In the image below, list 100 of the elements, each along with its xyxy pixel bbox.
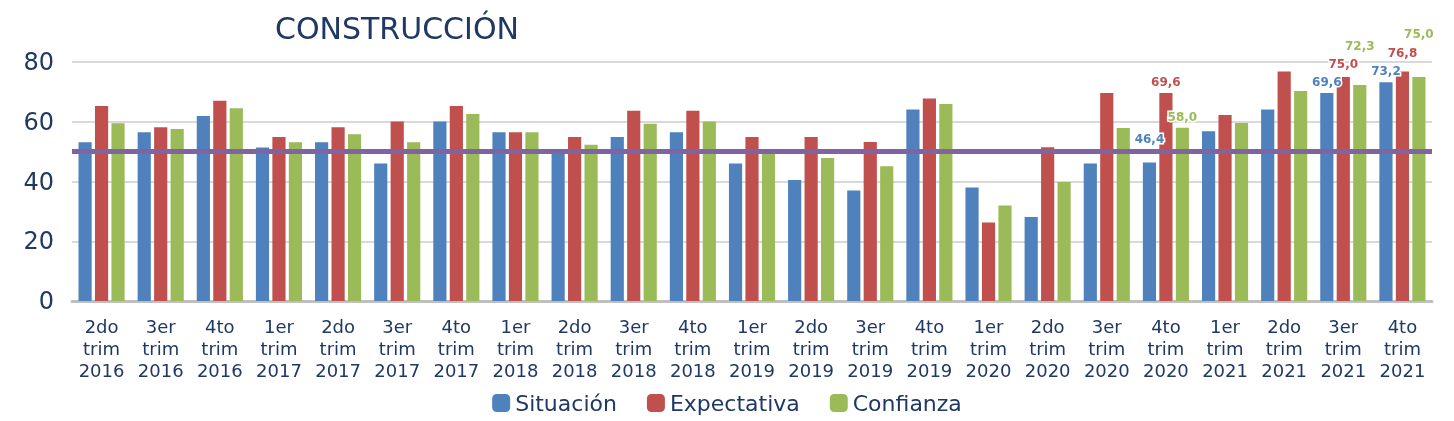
x-tick-label: 1er trim 2021 bbox=[1202, 315, 1248, 381]
bar bbox=[965, 187, 979, 301]
bar bbox=[1083, 163, 1097, 301]
bar bbox=[433, 121, 447, 301]
bar bbox=[1175, 127, 1189, 301]
x-tick-label: 3er trim 2016 bbox=[137, 315, 184, 381]
bar bbox=[213, 100, 227, 301]
bar bbox=[1116, 128, 1130, 301]
x-tick-label: 3er trim 2018 bbox=[610, 315, 657, 381]
bar bbox=[466, 113, 480, 301]
bar bbox=[229, 108, 243, 301]
x-tick-label: 4to trim 2018 bbox=[669, 315, 716, 381]
bar bbox=[508, 132, 523, 301]
data-label: 75,0 bbox=[1404, 26, 1434, 41]
data-label: 75,0 bbox=[1328, 56, 1359, 71]
bar bbox=[1412, 76, 1426, 301]
x-tick-label: 4to trim 2020 bbox=[1143, 315, 1189, 381]
bar bbox=[1379, 82, 1393, 301]
bar bbox=[981, 222, 996, 301]
x-tick-label: 2do trim 2020 bbox=[1024, 315, 1071, 381]
bar bbox=[94, 105, 109, 301]
bar bbox=[1201, 131, 1216, 301]
legend-label: Situación bbox=[515, 390, 617, 416]
x-tick-label: 2do trim 2019 bbox=[788, 315, 835, 381]
bar bbox=[196, 116, 210, 301]
bar bbox=[347, 134, 362, 301]
x-tick-label: 3er trim 2019 bbox=[847, 315, 894, 381]
bar bbox=[1218, 114, 1232, 301]
y-tick-label: 40 bbox=[23, 167, 54, 196]
x-tick-label: 2do trim 2016 bbox=[78, 315, 125, 381]
bar bbox=[568, 136, 582, 301]
x-tick-label: 2do trim 2021 bbox=[1261, 315, 1308, 381]
bar bbox=[1294, 90, 1308, 301]
x-tick-label: 1er trim 2020 bbox=[965, 315, 1012, 381]
legend-label: Expectativa bbox=[669, 390, 800, 416]
y-tick-label: 0 bbox=[38, 287, 54, 315]
bar bbox=[1261, 109, 1275, 301]
bar bbox=[939, 104, 953, 301]
x-tick-label: 1er trim 2018 bbox=[492, 315, 539, 381]
y-tick-label: 20 bbox=[23, 227, 54, 256]
bar bbox=[1041, 147, 1055, 301]
bar bbox=[1142, 162, 1157, 301]
bar bbox=[728, 163, 743, 301]
bar bbox=[998, 205, 1012, 301]
bar bbox=[525, 132, 539, 301]
x-tick-label: 4to trim 2017 bbox=[433, 315, 480, 381]
bar bbox=[627, 110, 641, 301]
data-label: 76,8 bbox=[1387, 45, 1418, 60]
data-label: 73,2 bbox=[1371, 64, 1401, 79]
x-tick-label: 2do trim 2017 bbox=[315, 315, 361, 381]
y-tick-label: 80 bbox=[23, 48, 54, 76]
x-tick-label: 4to trim 2021 bbox=[1379, 315, 1426, 381]
bar bbox=[761, 153, 776, 301]
x-tick-label: 3er trim 2020 bbox=[1083, 315, 1130, 381]
bar bbox=[1024, 217, 1038, 301]
bar bbox=[804, 136, 818, 301]
x-tick-label: 2do trim 2018 bbox=[551, 315, 598, 381]
bar bbox=[272, 136, 286, 301]
x-tick-label: 3er trim 2021 bbox=[1320, 315, 1367, 381]
bar bbox=[78, 142, 92, 301]
bar bbox=[331, 127, 345, 301]
bar bbox=[702, 121, 716, 301]
x-tick-label: 1er trim 2019 bbox=[729, 315, 775, 381]
bar bbox=[1100, 93, 1114, 301]
bar bbox=[407, 142, 421, 301]
bar bbox=[1057, 182, 1071, 301]
x-tick-label: 4to trim 2016 bbox=[196, 315, 243, 381]
bar bbox=[584, 144, 598, 301]
legend-label: Confianza bbox=[852, 390, 962, 416]
bar bbox=[863, 142, 877, 301]
bar bbox=[390, 121, 404, 301]
x-tick-label: 3er trim 2017 bbox=[374, 315, 421, 381]
bar bbox=[610, 136, 624, 301]
bar bbox=[288, 142, 303, 301]
bar bbox=[315, 142, 329, 301]
bar bbox=[745, 136, 759, 301]
bar bbox=[154, 127, 168, 301]
bar bbox=[1320, 93, 1334, 301]
bar bbox=[922, 98, 936, 301]
data-label: 72,3 bbox=[1344, 39, 1375, 53]
bar bbox=[1234, 122, 1249, 301]
bar bbox=[111, 123, 125, 301]
bar bbox=[170, 128, 184, 301]
x-tick-label: 4to trim 2019 bbox=[906, 315, 953, 381]
bar bbox=[137, 132, 151, 301]
bar bbox=[686, 110, 700, 301]
bar bbox=[788, 180, 802, 301]
bar bbox=[1277, 71, 1291, 301]
bar bbox=[551, 151, 565, 301]
bar bbox=[643, 123, 657, 301]
bar bbox=[374, 163, 388, 301]
bar bbox=[821, 157, 835, 301]
bar bbox=[906, 109, 920, 301]
bar bbox=[669, 132, 683, 301]
chart-title: CONSTRUCCIÓN bbox=[275, 9, 519, 46]
bar bbox=[880, 166, 894, 301]
x-tick-label: 1er trim 2017 bbox=[256, 315, 302, 381]
data-label: 69,6 bbox=[1151, 75, 1181, 90]
bar bbox=[449, 105, 463, 301]
bar bbox=[1353, 85, 1367, 301]
